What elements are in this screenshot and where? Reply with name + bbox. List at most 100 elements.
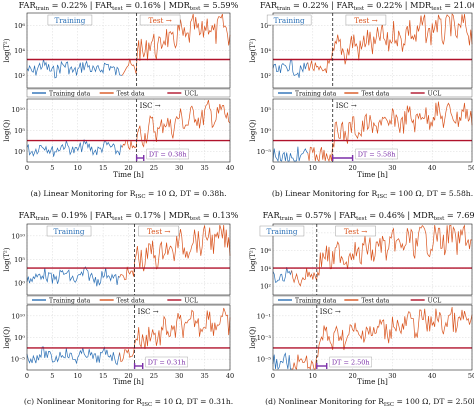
mdr-test-label: = 0.17% | MDR [123, 210, 191, 220]
x-tick-label: 15 [99, 372, 107, 380]
legend-box [272, 88, 473, 98]
legend-ucl: UCL [428, 297, 442, 304]
legend-box [26, 295, 231, 305]
legend-test: Test data [361, 90, 389, 97]
x-tick-label: 35 [200, 164, 208, 172]
caption-sub: ISC [384, 402, 394, 408]
y-tick-label: 10¹⁰ [12, 232, 26, 240]
x-tick-label: 20 [124, 372, 132, 380]
x-tick-label: 40 [428, 372, 436, 380]
legend-ucl: UCL [184, 297, 198, 304]
x-axis-label: Time [h] [113, 377, 144, 386]
sub: test [356, 216, 367, 222]
test-label-box [138, 225, 179, 237]
far-train-label: FAR [260, 0, 278, 10]
dt-box [355, 148, 398, 160]
training-series [26, 266, 120, 287]
x-tick-label: 10 [74, 372, 82, 380]
x-tick-label: 20 [124, 164, 132, 172]
legend-ucl: UCL [184, 90, 198, 97]
isc-label: ISC → [320, 308, 341, 316]
metrics-header: FARtrain = 0.57% | FARtest = 0.46% | MDR… [263, 210, 474, 222]
panel-a: FARtrain = 0.22% | FAR test = 0.16% | MDR… [3, 0, 239, 200]
sub: test [112, 216, 123, 222]
far-test-label: = 0.19% | FAR [49, 210, 113, 220]
x-axis-label: Time [h] [357, 377, 388, 386]
x-tick-label: 40 [428, 164, 436, 172]
metrics-header: FARtrain = 0.22% | FAR test = 0.16% | MDR… [19, 0, 239, 12]
axes-frame [26, 12, 231, 89]
sub: test [190, 6, 201, 12]
sub: test [190, 216, 201, 222]
y-axis-label: log(T²) [3, 247, 11, 271]
test-series [121, 100, 231, 151]
caption: (a) Linear Monitoring for RISC = 10 Ω, D… [30, 189, 226, 200]
x-tick-label: 50 [468, 164, 474, 172]
t2-subplot: 10⁶ 10⁴ 10² log(T²) Training Test → Training d… [3, 12, 231, 98]
isc-label: ISC → [140, 102, 161, 110]
y-tick-label: 10¹⁰ [12, 312, 26, 320]
legend-training: Training data [295, 90, 337, 97]
caption-post: = 10 Ω, DT = 0.31h. [152, 397, 233, 406]
axes-frame [272, 304, 473, 371]
isc-label: ISC → [138, 308, 159, 316]
test-series [119, 307, 231, 362]
caption-sub: ISC [135, 194, 145, 200]
x-tick-label: 10 [309, 372, 317, 380]
test-label-box [345, 14, 387, 26]
legend-box [272, 295, 473, 305]
x-tick-label: 5 [50, 164, 54, 172]
caption-post: = 100 Ω, DT = 2.50h. [394, 397, 474, 406]
dt-label: DT = 5.58h [358, 151, 396, 159]
y-tick-label: 10⁰ [14, 334, 25, 342]
x-tick-label: 0 [271, 164, 275, 172]
test-label: Test → [147, 227, 170, 236]
x-tick-label: 10 [74, 164, 82, 172]
axes-frame [26, 304, 231, 371]
mdr-value: = 5.59% [200, 0, 238, 10]
x-tick-label: 30 [388, 372, 396, 380]
sub: test [431, 6, 442, 12]
x-tick-label: 20 [348, 372, 356, 380]
sub: train [36, 6, 50, 12]
x-tick-label: 30 [175, 372, 183, 380]
test-series [307, 101, 473, 163]
x-tick-label: 0 [271, 372, 275, 380]
y-tick-label: 10⁵ [260, 106, 271, 114]
legend-training: Training data [49, 90, 91, 97]
far-train-label: FAR [19, 0, 37, 10]
sub: train [280, 216, 294, 222]
dt-label: DT = 0.31h [148, 359, 186, 367]
y-tick-label: 10⁴ [260, 265, 271, 273]
y-tick-label: 10⁰ [260, 127, 271, 135]
legend-box [26, 88, 231, 98]
legend-test: Test data [117, 297, 145, 304]
y-tick-label: 10² [260, 283, 271, 291]
y-tick-label: 10⁶ [260, 247, 271, 255]
t2-subplot: 10¹⁰ 10⁵ 10⁰ log(T²) Training Test → Training … [3, 223, 231, 305]
training-label-box [46, 225, 92, 237]
y-tick-label: 10⁻⁵ [257, 148, 272, 156]
y-tick-label: 10² [260, 72, 271, 80]
x-tick-label: 0 [25, 164, 29, 172]
mdr-value: = 21.06% [442, 0, 474, 10]
y-axis-label: log(Q) [3, 326, 11, 348]
far-test-label: = 0.22% | FAR [49, 0, 113, 10]
axes-frame [272, 223, 473, 296]
training-label: Training [54, 227, 85, 236]
axes-frame [26, 223, 231, 296]
dt-box [329, 356, 372, 368]
test-label-box [335, 225, 376, 237]
y-tick-label: 10⁻⁵ [11, 356, 26, 364]
training-series [272, 267, 293, 283]
x-tick-label: 35 [200, 372, 208, 380]
test-series [121, 13, 231, 76]
mdr-test-label: = 0.16% | MDR [123, 0, 191, 10]
mdr-value: = 0.13% [200, 210, 238, 220]
y-tick-label: 10⁻⁵ [257, 356, 272, 364]
x-tick-label: 10 [309, 164, 317, 172]
training-series [26, 138, 123, 157]
mdr-test-label: = 0.46% | MDR [367, 210, 435, 220]
